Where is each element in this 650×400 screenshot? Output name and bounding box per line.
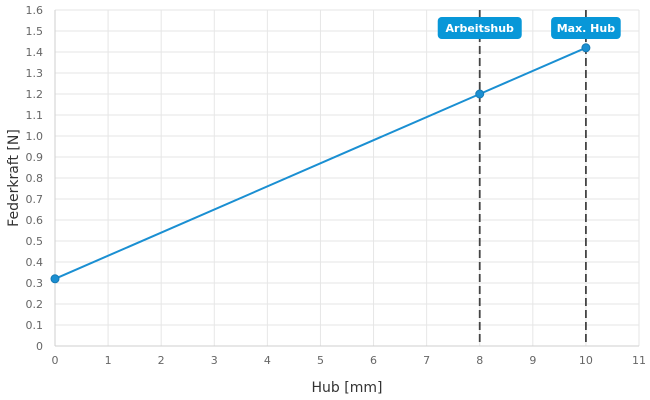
data-point[interactable] xyxy=(475,89,485,99)
x-tick-label: 4 xyxy=(264,354,271,367)
y-axis-ticks: 0 0.1 0.2 0.3 0.4 0.5 0.6 0.7 0.8 0.9 1.0 1.1 1.2 1.3… xyxy=(26,4,44,353)
y-axis-title: Federkraft [N] xyxy=(6,129,22,227)
y-tick-label: 1.3 xyxy=(26,67,44,80)
marker-label: Arbeitshub xyxy=(446,22,515,35)
x-tick-label: 3 xyxy=(211,354,218,367)
y-tick-label: 0.4 xyxy=(26,256,44,269)
y-tick-label: 0.1 xyxy=(26,319,44,332)
y-tick-label: 0.7 xyxy=(26,193,44,206)
y-tick-label: 0.6 xyxy=(26,214,44,227)
x-tick-label: 8 xyxy=(476,354,483,367)
x-tick-label: 2 xyxy=(158,354,165,367)
marker-label-box xyxy=(551,17,621,39)
x-tick-label: 5 xyxy=(317,354,324,367)
y-tick-label: 0.2 xyxy=(26,298,44,311)
x-axis-title: Hub [mm] xyxy=(312,380,383,396)
x-tick-label: 9 xyxy=(529,354,536,367)
y-tick-label: 0.9 xyxy=(26,151,44,164)
x-tick-label: 7 xyxy=(423,354,430,367)
x-tick-label: 6 xyxy=(370,354,377,367)
y-tick-label: 1.6 xyxy=(26,4,44,17)
data-point[interactable] xyxy=(581,43,591,53)
x-axis-ticks: 0 1 2 3 4 5 6 7 8 9 10 11 xyxy=(52,354,647,367)
y-tick-label: 1.2 xyxy=(26,88,44,101)
axis-layer xyxy=(54,10,639,347)
y-tick-label: 0.3 xyxy=(26,277,44,290)
x-tick-label: 10 xyxy=(579,354,593,367)
x-tick-label: 0 xyxy=(52,354,59,367)
y-tick-label: 1.0 xyxy=(26,130,44,143)
y-tick-label: 0.8 xyxy=(26,172,44,185)
marker-label-box xyxy=(437,17,522,39)
x-tick-label: 11 xyxy=(632,354,646,367)
y-tick-label: 1.1 xyxy=(26,109,44,122)
marker-layer: Arbeitshub Max. Hub xyxy=(437,10,621,346)
series-layer xyxy=(50,43,591,284)
x-tick-label: 1 xyxy=(105,354,112,367)
y-tick-label: 0.5 xyxy=(26,235,44,248)
y-tick-label: 1.4 xyxy=(26,46,44,59)
y-tick-label: 1.5 xyxy=(26,25,44,38)
data-point[interactable] xyxy=(50,274,60,284)
marker-label: Max. Hub xyxy=(557,22,616,35)
y-tick-label: 0 xyxy=(36,340,43,353)
grid-layer xyxy=(54,9,640,347)
